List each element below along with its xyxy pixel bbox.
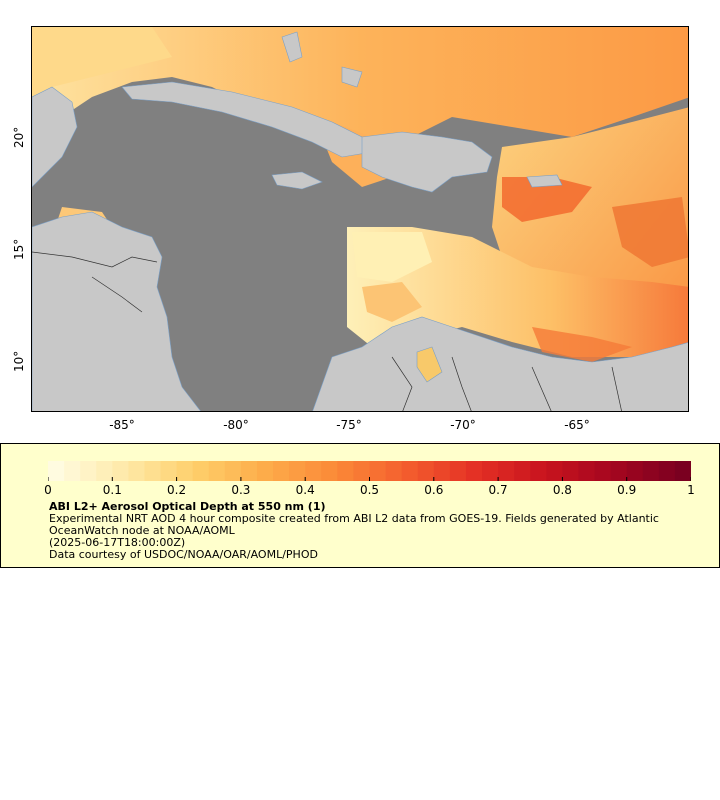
colorbar-segment (658, 461, 676, 481)
colorbar-tick-label: 0.7 (488, 483, 508, 497)
colorbar-segment (144, 461, 162, 481)
lon-tick-85: -85° (109, 418, 135, 432)
colorbar-segment (546, 461, 563, 481)
legend-title: ABI L2+ Aerosol Optical Depth at 550 nm … (49, 500, 326, 513)
colorbar-segment (369, 461, 387, 481)
colorbar-segment (289, 461, 306, 481)
lon-tick-80: -80° (223, 418, 249, 432)
lon-tick-65: -65° (564, 418, 590, 432)
colorbar-tick-label: 0.4 (295, 483, 315, 497)
legend-timestamp: (2025-06-17T18:00:00Z) (49, 536, 186, 549)
colorbar-segment (482, 461, 499, 481)
colorbar-segment (642, 461, 660, 481)
colorbar-segment (594, 461, 612, 481)
colorbar-tick-label: 0.2 (167, 483, 187, 497)
colorbar-tick-label: 0.9 (617, 483, 637, 497)
colorbar-segment (305, 461, 322, 481)
lat-tick-10: 10° (12, 350, 26, 372)
lat-tick-15: 15° (12, 238, 26, 260)
colorbar-segment (498, 461, 515, 481)
colorbar-tick-label: 0 (44, 483, 52, 497)
colorbar-segment (530, 461, 547, 481)
lat-tick-20: 20° (12, 126, 26, 148)
colorbar-segment (514, 461, 531, 481)
legend-credit: Data courtesy of USDOC/NOAA/OAR/AOML/PHO… (49, 548, 318, 561)
colorbar-segment (433, 461, 451, 481)
colorbar (48, 461, 691, 481)
colorbar-tick-label: 0.8 (552, 483, 572, 497)
colorbar-segment (610, 461, 628, 481)
legend-description: Experimental NRT AOD 4 hour composite cr… (49, 512, 659, 537)
colorbar-tick-label: 0.1 (102, 483, 122, 497)
colorbar-segment (224, 461, 242, 481)
colorbar-segment (449, 461, 467, 481)
colorbar-segment (96, 461, 113, 481)
colorbar-segment (417, 461, 435, 481)
colorbar-tick-label: 1 (687, 483, 695, 497)
colorbar-segment (128, 461, 145, 481)
colorbar-segment (465, 461, 483, 481)
lon-tick-70: -70° (450, 418, 476, 432)
colorbar-segment (80, 461, 97, 481)
colorbar-segment (112, 461, 129, 481)
lon-tick-75: -75° (336, 418, 362, 432)
colorbar-segment (48, 461, 65, 481)
colorbar-segment (192, 461, 210, 481)
colorbar-segment (208, 461, 226, 481)
colorbar-segment (337, 461, 354, 481)
colorbar-tick-label: 0.6 (424, 483, 444, 497)
land (32, 31, 688, 411)
colorbar-segment (256, 461, 274, 481)
legend-text: ABI L2+ Aerosol Optical Depth at 550 nm … (49, 501, 689, 561)
colorbar-segment (385, 461, 403, 481)
colorbar-segment (626, 461, 644, 481)
colorbar-tick-label: 0.3 (231, 483, 251, 497)
colorbar-tick-label: 0.5 (359, 483, 380, 497)
colorbar-segment (353, 461, 370, 481)
colorbar-segment (562, 461, 579, 481)
colorbar-segment (176, 461, 194, 481)
colorbar-segment (160, 461, 178, 481)
colorbar-segment (273, 461, 290, 481)
colorbar-segment (578, 461, 596, 481)
colorbar-segment (240, 461, 258, 481)
colorbar-segment (321, 461, 338, 481)
colorbar-segment (64, 461, 81, 481)
aod-map (32, 27, 688, 411)
colorbar-segment (674, 461, 691, 481)
colorbar-segment (401, 461, 419, 481)
legend-panel: 0 0.1 0.2 0.3 0.4 0.5 0.6 0.7 0.8 0.9 1 ABI L2+ Ae… (0, 443, 720, 568)
map-panel (31, 26, 689, 412)
country-borders (32, 251, 622, 411)
